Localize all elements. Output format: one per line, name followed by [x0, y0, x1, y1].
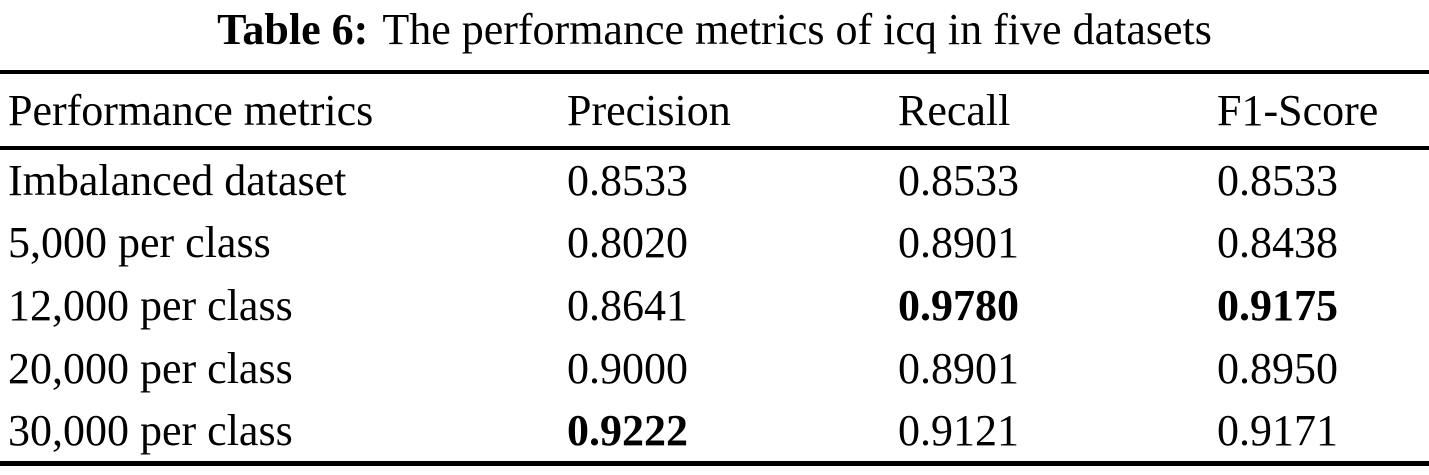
table-caption-label: Table 6: [217, 5, 369, 54]
cell-metric: Imbalanced dataset [8, 156, 347, 205]
cell-f1-score-best: 0.9175 [1217, 281, 1338, 330]
cell-precision: 0.8020 [567, 218, 688, 267]
column-header-performance-metrics: Performance metrics [8, 85, 374, 135]
cell-recall: 0.8533 [898, 156, 1019, 205]
cell-recall: 0.9121 [898, 405, 1019, 455]
table-row: 12,000 per class 0.8641 0.9780 0.9175 [0, 274, 1429, 337]
performance-metrics-table: Performance metrics Precision Recall F1-… [0, 70, 1429, 466]
cell-metric: 20,000 per class [8, 344, 293, 393]
table-row: 20,000 per class 0.9000 0.8901 0.8950 [0, 337, 1429, 400]
column-header-f1-score: F1-Score [1217, 85, 1379, 135]
table-row: Imbalanced dataset 0.8533 0.8533 0.8533 [0, 148, 1429, 211]
cell-precision-best: 0.9222 [567, 405, 688, 455]
cell-recall: 0.8901 [898, 344, 1019, 393]
cell-f1-score: 0.8950 [1217, 344, 1338, 393]
cell-precision: 0.8533 [567, 156, 688, 205]
column-header-recall: Recall [898, 85, 1011, 135]
table-caption-text: The performance metrics of icq in five d… [382, 5, 1212, 54]
cell-precision: 0.9000 [567, 344, 688, 393]
header-row: Performance metrics Precision Recall F1-… [0, 72, 1429, 148]
cell-recall: 0.8901 [898, 218, 1019, 267]
cell-f1-score: 0.8438 [1217, 218, 1338, 267]
cell-f1-score: 0.9171 [1217, 405, 1338, 455]
cell-metric: 30,000 per class [8, 405, 293, 455]
table-header: Performance metrics Precision Recall F1-… [0, 72, 1429, 148]
cell-f1-score: 0.8533 [1217, 156, 1338, 205]
column-header-precision: Precision [567, 85, 731, 135]
table-caption: Table 6: The performance metrics of icq i… [0, 2, 1429, 58]
cell-metric: 5,000 per class [8, 218, 271, 267]
table-body: Imbalanced dataset 0.8533 0.8533 0.8533 … [0, 148, 1429, 463]
table-row: 5,000 per class 0.8020 0.8901 0.8438 [0, 211, 1429, 274]
table-row: 30,000 per class 0.9222 0.9121 0.9171 [0, 400, 1429, 463]
cell-precision: 0.8641 [567, 281, 688, 330]
cell-metric: 12,000 per class [8, 281, 293, 330]
cell-recall-best: 0.9780 [898, 281, 1019, 330]
